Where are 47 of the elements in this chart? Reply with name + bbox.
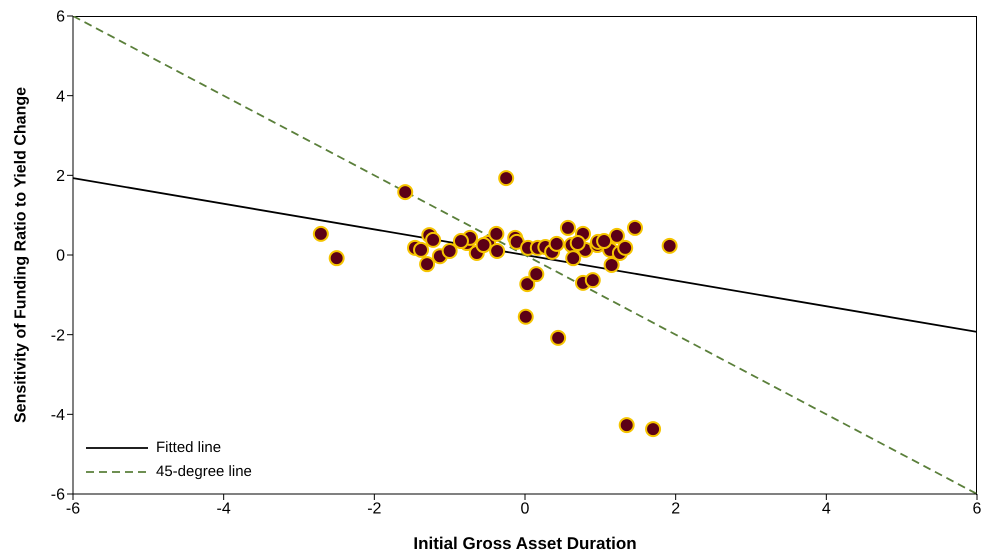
point (608, 228, 625, 244)
point (548, 236, 565, 252)
y-tick-label: -4 (50, 407, 66, 424)
x-tick-label: -4 (216, 500, 231, 518)
point (312, 226, 329, 242)
x-axis-title: Initial Gross Asset Duration (413, 534, 637, 553)
point (328, 250, 345, 266)
point (560, 220, 576, 236)
point (397, 184, 414, 200)
point (604, 256, 620, 273)
point (488, 226, 504, 242)
point (528, 266, 544, 282)
point (596, 233, 612, 250)
y-axis-title: Sensitivity of Funding Ratio to Yield Change (12, 86, 30, 424)
legend-label: 45-degree line (156, 462, 252, 482)
point (419, 256, 436, 272)
x-tick-label: -2 (367, 500, 382, 518)
point (626, 220, 643, 236)
y-tick-label: -6 (50, 486, 66, 504)
point (519, 276, 536, 292)
point (452, 233, 469, 250)
y-tick-label: 0 (56, 248, 66, 265)
point (570, 235, 586, 252)
point (413, 242, 430, 258)
point (645, 421, 662, 438)
point (518, 308, 534, 325)
legend-label: Fitted line (156, 438, 222, 458)
y-tick-label: 6 (56, 8, 66, 26)
y-tick-label: -2 (50, 327, 66, 344)
x-tick-label: 6 (972, 500, 982, 518)
point (498, 170, 514, 186)
point (442, 243, 458, 260)
point (476, 237, 492, 254)
point (618, 417, 635, 434)
point (489, 243, 506, 260)
x-tick-label: 4 (822, 500, 831, 518)
x-tick-label: 0 (520, 500, 530, 518)
y-tick-label: 4 (56, 88, 66, 106)
point (617, 240, 634, 256)
y-tick-label: 2 (56, 168, 66, 186)
point (662, 238, 678, 254)
point (550, 330, 566, 346)
point (508, 234, 525, 250)
point (565, 250, 582, 266)
point (584, 272, 601, 288)
point (425, 232, 442, 248)
x-tick-label: 2 (671, 500, 680, 518)
